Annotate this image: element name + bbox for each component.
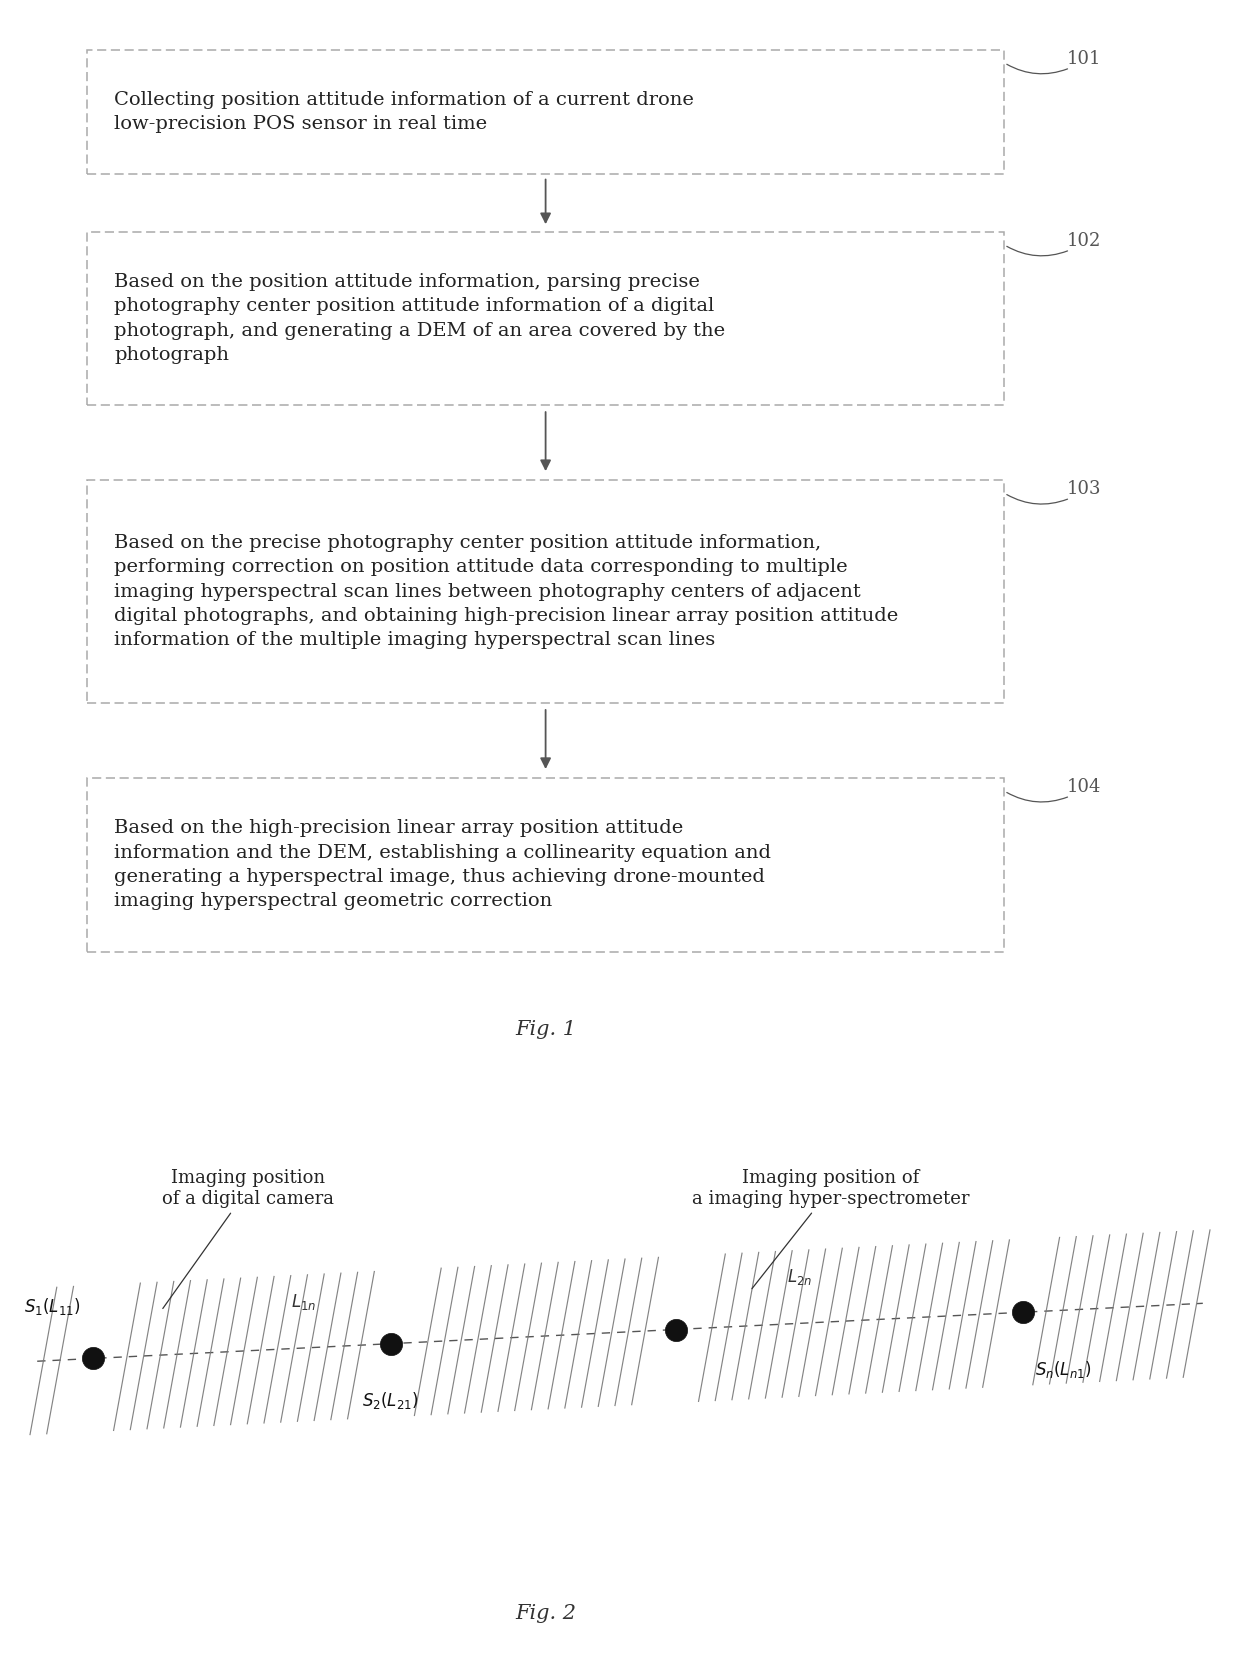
Text: $L_{1n}$: $L_{1n}$ bbox=[291, 1291, 316, 1311]
Text: Based on the precise photography center position attitude information,
performin: Based on the precise photography center … bbox=[114, 535, 898, 649]
Text: $S_n(L_{n1})$: $S_n(L_{n1})$ bbox=[1035, 1359, 1092, 1380]
Text: Based on the high-precision linear array position attitude
information and the D: Based on the high-precision linear array… bbox=[114, 819, 771, 910]
Text: Fig. 2: Fig. 2 bbox=[515, 1604, 577, 1624]
Text: Fig. 1: Fig. 1 bbox=[515, 1019, 577, 1039]
Text: $L_{2n}$: $L_{2n}$ bbox=[787, 1268, 812, 1288]
Text: Imaging position
of a digital camera: Imaging position of a digital camera bbox=[162, 1170, 334, 1309]
FancyBboxPatch shape bbox=[87, 778, 1004, 952]
Text: Collecting position attitude information of a current drone
low-precision POS se: Collecting position attitude information… bbox=[114, 91, 694, 132]
Text: 102: 102 bbox=[1066, 232, 1101, 250]
FancyBboxPatch shape bbox=[87, 232, 1004, 405]
Text: 103: 103 bbox=[1066, 480, 1101, 498]
Text: $S_2(L_{21})$: $S_2(L_{21})$ bbox=[362, 1390, 419, 1412]
Text: Imaging position of
a imaging hyper-spectrometer: Imaging position of a imaging hyper-spec… bbox=[692, 1170, 970, 1289]
Text: Based on the position attitude information, parsing precise
photography center p: Based on the position attitude informati… bbox=[114, 273, 725, 364]
Text: $S_1(L_{11})$: $S_1(L_{11})$ bbox=[24, 1296, 81, 1317]
Text: 104: 104 bbox=[1066, 778, 1101, 796]
FancyBboxPatch shape bbox=[87, 480, 1004, 703]
FancyBboxPatch shape bbox=[87, 50, 1004, 174]
Text: 101: 101 bbox=[1066, 50, 1101, 68]
